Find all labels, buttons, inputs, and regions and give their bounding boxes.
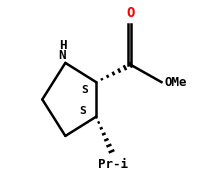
Text: O: O	[126, 6, 135, 20]
Text: H: H	[59, 39, 66, 52]
Text: OMe: OMe	[164, 76, 187, 89]
Text: S: S	[79, 106, 86, 116]
Text: S: S	[81, 85, 88, 95]
Text: N: N	[59, 49, 66, 62]
Text: Pr-i: Pr-i	[98, 158, 128, 171]
